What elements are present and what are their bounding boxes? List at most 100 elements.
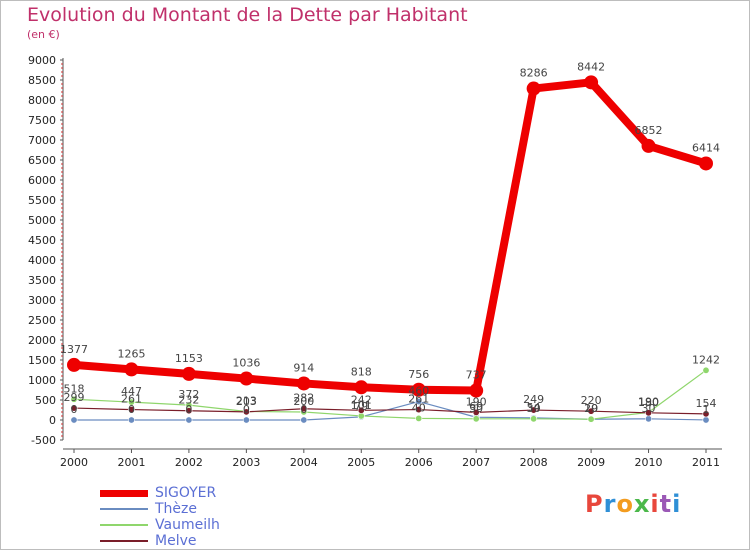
x-tick-label: 2005 [347,456,375,469]
data-point [242,408,250,416]
data-point [702,366,710,374]
series-line-thèze [73,401,707,421]
y-tick-label: 2000 [28,334,56,347]
data-point [530,406,538,414]
data-point [472,408,480,416]
data-point [699,156,713,171]
data-point [354,380,369,395]
data-label: 0 [185,403,192,416]
data-label: 242 [351,393,372,406]
data-label: 154 [696,397,717,410]
data-point [296,376,311,391]
data-point [242,416,250,424]
data-label: 818 [351,365,372,378]
x-tick-label: 2003 [232,456,260,469]
data-point [587,415,595,423]
y-tick-label: 1500 [28,354,56,367]
legend-swatch-melve [100,540,148,542]
data-point [702,416,710,424]
x-tick-label: 2006 [405,456,433,469]
series-line-sigoyer [70,78,710,395]
legend-swatch-theze [100,508,148,510]
data-label: 299 [64,391,85,404]
x-tick-label: 2008 [520,456,548,469]
legend-label-theze: Thèze [155,501,197,517]
data-label: 249 [523,393,544,406]
y-tick-label: 1000 [28,374,56,387]
data-point [530,415,538,423]
data-label: 1265 [117,347,145,360]
y-tick-label: 4500 [28,234,56,247]
data-label: 213 [236,394,257,407]
data-label: 69 [469,400,483,413]
proxiti-logo: Proxiti [585,490,681,518]
data-label: 30 [527,402,541,415]
logo-letter: x [633,490,651,518]
data-point [300,416,308,424]
data-point [526,81,541,96]
data-label: 372 [178,388,199,401]
x-tick-label: 2009 [577,456,605,469]
data-point [645,409,653,417]
data-point [469,383,484,398]
data-point [415,414,423,422]
y-tick-label: 7000 [28,134,56,147]
data-point [70,395,78,403]
data-label: 518 [64,382,85,395]
chart-title: Evolution du Montant de la Dette par Hab… [27,4,468,26]
data-point [415,398,423,406]
x-tick-label: 2010 [635,456,663,469]
logo-letter: i [650,490,660,518]
y-tick-label: 6500 [28,154,56,167]
data-point [67,357,81,372]
data-label: 79 [354,400,368,413]
data-point [70,404,78,412]
data-label: 0 [243,403,250,416]
data-label: 0 [128,403,135,416]
data-label: 0 [300,403,307,416]
x-tick-label: 2007 [462,456,490,469]
data-label: 180 [638,396,659,409]
x-tick-label: 2000 [60,456,88,469]
y-tick-label: 0 [49,414,56,427]
data-point [181,366,196,381]
data-point [185,416,193,424]
logo-letter: r [603,490,617,518]
data-point [239,371,254,386]
y-tick-label: 9000 [28,54,56,67]
data-label: 737 [466,369,487,382]
data-label: 447 [121,385,142,398]
data-point [357,406,365,414]
data-label: 190 [466,395,487,408]
data-point [584,75,599,90]
data-label: 460 [408,385,429,398]
logo-letter: i [672,490,682,518]
y-tick-label: 5000 [28,214,56,227]
data-point [702,410,710,418]
logo-letter: o [616,490,634,518]
legend-label-sigoyer: SIGOYER [155,485,217,501]
data-label: 101 [351,399,372,412]
legend-label-vaumeilh: Vaumeilh [155,517,220,533]
data-point [300,405,308,413]
data-point [70,416,78,424]
data-point [645,415,653,423]
chart-unit: (en €) [27,28,60,41]
data-label: 190 [638,395,659,408]
data-point [127,406,135,414]
y-tick-label: 4000 [28,254,56,267]
data-label: 282 [293,392,314,405]
y-tick-label: 5500 [28,194,56,207]
data-point [472,415,480,423]
data-point [124,362,139,377]
x-tick-label: 2011 [692,456,720,469]
data-label: 914 [293,361,314,374]
data-label: 54 [527,401,541,414]
y-tick-label: 8500 [28,74,56,87]
data-label: 232 [178,394,199,407]
y-tick-label: 7500 [28,114,56,127]
data-label: 203 [236,395,257,408]
data-point [411,382,426,397]
y-tick-label: 8000 [28,94,56,107]
